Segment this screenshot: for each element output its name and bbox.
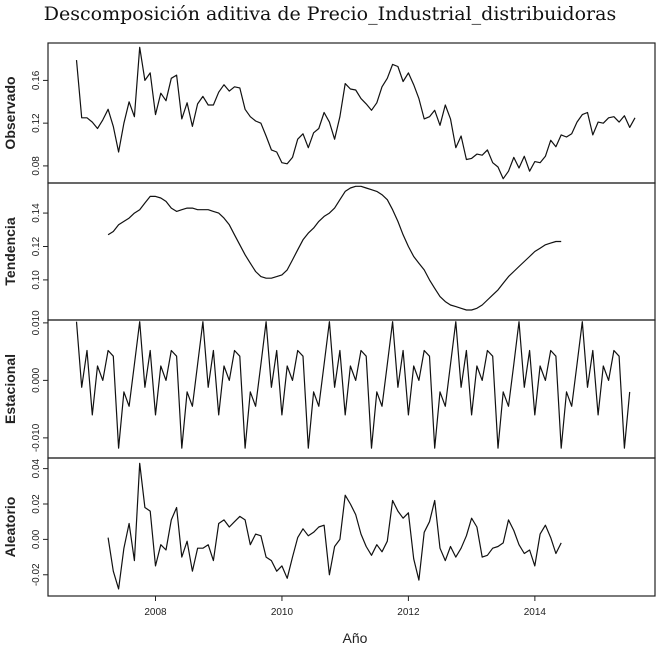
y-tick-label: 0.04 [31,458,42,478]
panel-frame-tendencia [47,182,656,321]
y-tick-label: 0.010 [31,310,42,335]
y-tick-label: -0.02 [31,563,42,586]
panel-frame-aleatorio [47,457,656,597]
y-tick-label: 0.02 [31,494,42,514]
series-line-estacional [75,321,631,449]
panel-label-estacional: Estacional [2,354,18,424]
y-tick-label: 0.08 [31,156,42,176]
panel-label-observado: Observado [2,76,18,149]
y-tick-label: 0.10 [31,270,42,290]
chart-title: Descomposición aditiva de Precio_Industr… [43,3,617,25]
y-tick-label: 0.12 [31,236,42,256]
panel-aleatorio: -0.02 0.00 0.02 0.04 Aleatorio [2,457,656,597]
x-axis: 2008 2010 2012 2014 [144,596,546,618]
x-tick-label: 2014 [524,607,547,618]
panel-label-tendencia: Tendencia [2,217,18,285]
x-axis-label: Año [343,630,368,646]
y-tick-label: 0.12 [31,113,42,133]
y-tick-label: 0.14 [31,203,42,223]
x-tick-label: 2012 [397,607,420,618]
y-tick-label: -0.010 [31,423,42,452]
series-line-observado [75,46,636,180]
panel-frame-estacional [47,319,656,459]
y-tick-label: 0.00 [31,529,42,549]
panel-label-aleatorio: Aleatorio [2,497,18,558]
panel-tendencia: 0.10 0.12 0.14 Tendencia [2,182,656,321]
x-tick-label: 2008 [144,607,167,618]
series-line-tendencia [107,185,562,311]
x-tick-label: 2010 [271,607,294,618]
y-tick-label: 0.16 [31,70,42,90]
panels-layer: 0.08 0.12 0.16 Observado 0.10 0.12 0.14 Tendenc… [2,42,656,597]
panel-frame-observado [47,42,656,184]
y-tick-label: 0.000 [31,367,42,392]
series-line-aleatorio [107,462,562,590]
panel-estacional: -0.010 0.000 0.010 Estacional [2,310,656,459]
panel-observado: 0.08 0.12 0.16 Observado [2,42,656,184]
